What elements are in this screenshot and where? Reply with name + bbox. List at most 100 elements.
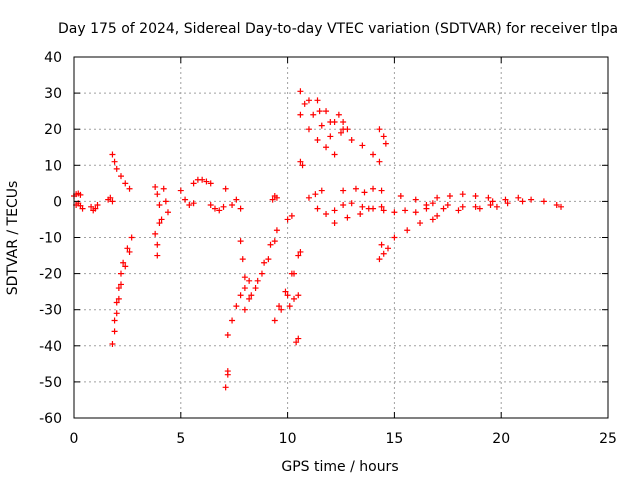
data-point	[203, 178, 210, 185]
data-point	[156, 202, 163, 209]
y-tick-label: 20	[44, 122, 62, 138]
data-point	[348, 200, 355, 207]
data-point	[92, 205, 99, 212]
data-point	[128, 234, 135, 241]
series-arc-28	[297, 88, 383, 165]
data-point	[115, 285, 122, 292]
series-arc-09	[152, 220, 163, 259]
data-point	[229, 202, 236, 209]
data-point	[115, 295, 122, 302]
data-point	[237, 238, 244, 245]
data-point	[94, 202, 101, 209]
data-point	[323, 108, 330, 115]
data-point	[370, 151, 377, 158]
series-arc-34	[305, 187, 325, 201]
data-point	[207, 180, 214, 187]
data-point	[113, 310, 120, 317]
data-point	[348, 137, 355, 144]
series-arc-04	[105, 194, 116, 205]
y-tick-label: 10	[44, 158, 62, 174]
data-point	[160, 185, 167, 192]
data-point	[314, 137, 321, 144]
series-arc-03	[88, 202, 101, 214]
series-arc-30	[301, 100, 334, 140]
data-point	[331, 118, 338, 125]
data-point	[323, 211, 330, 218]
series-arc-41	[380, 205, 430, 216]
data-point	[378, 187, 385, 194]
data-point	[310, 111, 317, 118]
data-point	[472, 203, 479, 210]
data-point	[239, 256, 246, 263]
x-tick-label: 15	[385, 431, 403, 447]
data-point	[224, 331, 231, 338]
data-point	[357, 211, 364, 218]
data-point	[376, 126, 383, 133]
y-axis-label: SDTVAR / TECUs	[5, 181, 21, 296]
data-point	[120, 259, 127, 266]
data-point	[412, 196, 419, 203]
data-point	[301, 100, 308, 107]
data-point	[370, 185, 377, 192]
data-point	[162, 198, 169, 205]
data-point	[190, 180, 197, 187]
data-point	[122, 180, 129, 187]
data-point	[446, 192, 453, 199]
data-point	[224, 371, 231, 378]
data-point	[331, 220, 338, 227]
data-point	[423, 202, 430, 209]
data-point	[335, 111, 342, 118]
series-arc-44	[434, 191, 492, 201]
data-point	[152, 183, 159, 190]
data-point	[370, 205, 377, 212]
data-point	[434, 212, 441, 219]
data-point	[504, 200, 511, 207]
data-point	[152, 230, 159, 237]
data-point	[284, 292, 291, 299]
data-point	[404, 227, 411, 234]
data-point	[412, 209, 419, 216]
data-point	[211, 205, 218, 212]
series-arc-18	[237, 238, 248, 281]
axis-ticks	[73, 56, 609, 419]
series-arc-35	[314, 202, 347, 218]
data-point	[222, 185, 229, 192]
data-point	[126, 185, 133, 192]
series-arc-27	[297, 158, 306, 169]
y-tick-label: 0	[53, 194, 62, 210]
data-point	[359, 142, 366, 149]
data-point	[359, 203, 366, 210]
data-point	[77, 191, 84, 198]
data-point	[273, 227, 280, 234]
x-tick-label: 5	[176, 431, 185, 447]
data-point	[241, 285, 248, 292]
series-arc-19	[241, 227, 280, 313]
data-point	[429, 200, 436, 207]
series-arc-36	[331, 205, 372, 227]
data-point	[286, 303, 293, 310]
data-point	[199, 176, 206, 183]
series-arc-08	[152, 183, 165, 223]
data-point	[248, 292, 255, 299]
data-point	[252, 285, 259, 292]
data-point	[340, 187, 347, 194]
data-point	[158, 216, 165, 223]
data-point	[318, 187, 325, 194]
y-tick-label: -10	[39, 231, 62, 247]
data-point	[164, 209, 171, 216]
data-point	[267, 241, 274, 248]
data-point	[331, 207, 338, 214]
data-point	[186, 202, 193, 209]
series-arc-07	[111, 248, 133, 335]
y-tick-labels: -60 -50 -40 -30 -20 -10 0 10 20 30 40	[39, 50, 62, 427]
data-point	[109, 340, 116, 347]
data-point	[502, 196, 509, 203]
data-point	[207, 202, 214, 209]
data-point	[273, 194, 280, 201]
series-arc-42	[397, 192, 500, 212]
series-arc-21	[269, 192, 280, 203]
data-point	[233, 303, 240, 310]
x-tick-labels: 0 5 10 15 20 25	[70, 431, 617, 447]
